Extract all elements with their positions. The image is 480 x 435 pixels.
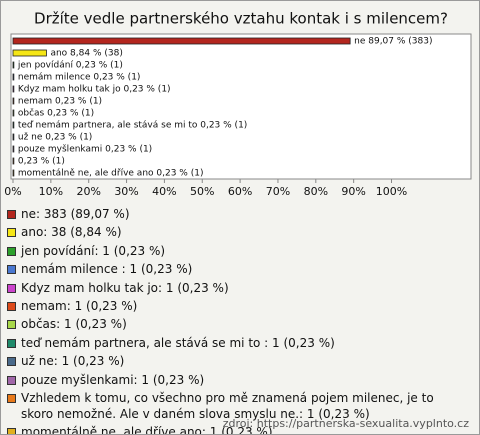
bar bbox=[12, 109, 15, 117]
x-tick-label: 50% bbox=[190, 185, 214, 198]
legend-swatch bbox=[7, 246, 16, 256]
chart-title: Držíte vedle partnerského vztahu kontak … bbox=[34, 10, 448, 28]
legend-label: ne: 383 (89,07 %) bbox=[21, 207, 130, 221]
legend-swatch bbox=[7, 338, 16, 348]
chart: Držíte vedle partnerského vztahu kontak … bbox=[4, 10, 472, 198]
x-tick-label: 70% bbox=[266, 185, 290, 198]
bar bbox=[12, 49, 47, 57]
bar bbox=[12, 61, 15, 69]
bar bbox=[12, 145, 15, 153]
bar bbox=[12, 85, 15, 93]
legend: ne: 383 (89,07 %) ano: 38 (8,84 %) jen pov… bbox=[7, 206, 462, 435]
legend-swatch bbox=[7, 357, 16, 367]
legend-label: nemám milence : 1 (0,23 %) bbox=[21, 262, 193, 277]
legend-label: nemam: 1 (0,23 %) bbox=[21, 298, 138, 313]
legend-swatch bbox=[7, 375, 16, 385]
bar-label: nemam 0,23 % (1) bbox=[18, 97, 102, 107]
plot-area bbox=[10, 33, 472, 180]
bar bbox=[12, 97, 15, 105]
legend-swatch bbox=[7, 265, 16, 275]
legend-label: už ne: 1 (0,23 %) bbox=[21, 354, 125, 369]
bar-label: Kdyz mam holku tak jo 0,23 % (1) bbox=[18, 85, 171, 95]
legend-item: Vzhledem k tomu, co všechno pro mě zname… bbox=[7, 390, 462, 422]
legend-swatch bbox=[7, 393, 16, 403]
bar bbox=[12, 133, 15, 141]
bar-label: ne 89,07 % (383) bbox=[354, 37, 432, 47]
legend-label: teď nemám partnera, ale stává se mi to :… bbox=[21, 335, 335, 350]
x-tick-label: 80% bbox=[304, 185, 328, 198]
x-tick-label: 0% bbox=[4, 185, 21, 198]
legend-swatch bbox=[7, 428, 16, 434]
legend-swatch bbox=[7, 320, 16, 330]
legend-item: ano: 38 (8,84 %) bbox=[7, 224, 462, 240]
legend-label: pouze myšlenkami: 1 (0,23 %) bbox=[21, 372, 205, 387]
legend-label: Vzhledem k tomu, co všechno pro mě zname… bbox=[21, 390, 434, 421]
source: zdroj: https://partnerska-sexualita.vypl… bbox=[222, 417, 469, 430]
legend-swatch bbox=[7, 210, 16, 219]
legend-item: ne: 383 (89,07 %) bbox=[7, 206, 462, 222]
legend-item: pouze myšlenkami: 1 (0,23 %) bbox=[7, 372, 462, 388]
bar-label: už ne 0,23 % (1) bbox=[18, 133, 92, 143]
bar-label: momentálně ne, ale dříve ano 0,23 % (1) bbox=[18, 169, 204, 179]
legend-label: jen povídání: 1 (0,23 %) bbox=[21, 243, 166, 258]
legend-swatch bbox=[7, 301, 16, 311]
bar-label: nemám milence 0,23 % (1) bbox=[18, 73, 141, 83]
x-tick-label: 10% bbox=[39, 185, 63, 198]
bar-label: 0,23 % (1) bbox=[18, 157, 65, 167]
legend-item: nemám milence : 1 (0,23 %) bbox=[7, 261, 462, 277]
legend-item: už ne: 1 (0,23 %) bbox=[7, 353, 462, 369]
bar bbox=[12, 73, 15, 81]
bar-label: pouze myšlenkami 0,23 % (1) bbox=[18, 144, 152, 155]
x-tick-label: 100% bbox=[376, 185, 407, 198]
legend-label: Kdyz mam holku tak jo: 1 (0,23 %) bbox=[21, 280, 229, 295]
legend-item: Kdyz mam holku tak jo: 1 (0,23 %) bbox=[7, 280, 462, 296]
legend-swatch bbox=[7, 228, 16, 238]
bar bbox=[12, 121, 15, 129]
bar-label: teď nemám partnera, ale stává se mi to 0… bbox=[18, 121, 247, 131]
x-tick-label: 40% bbox=[152, 185, 176, 198]
bar bbox=[12, 157, 15, 165]
legend-item: teď nemám partnera, ale stává se mi to :… bbox=[7, 335, 462, 351]
x-tick-label: 60% bbox=[228, 185, 252, 198]
bar-label: ano 8,84 % (38) bbox=[50, 49, 122, 59]
legend-swatch bbox=[7, 283, 16, 293]
legend-label: momentálně ne, ale dříve ano: 1 (0,23 %) bbox=[21, 425, 273, 435]
legend-label: občas: 1 (0,23 %) bbox=[21, 317, 127, 332]
x-tick-label: 30% bbox=[114, 185, 138, 198]
x-tick-label: 20% bbox=[76, 185, 100, 198]
bar bbox=[12, 37, 351, 45]
legend-item: jen povídání: 1 (0,23 %) bbox=[7, 243, 462, 259]
bar-label: občas 0,23 % (1) bbox=[18, 108, 94, 119]
legend-item: občas: 1 (0,23 %) bbox=[7, 316, 462, 332]
x-tick-label: 90% bbox=[341, 185, 365, 198]
legend-label: ano: 38 (8,84 %) bbox=[21, 225, 122, 240]
bar bbox=[12, 169, 15, 177]
bar-label: jen povídání 0,23 % (1) bbox=[17, 61, 123, 71]
legend-item: momentálně ne, ale dříve ano: 1 (0,23 %) bbox=[7, 424, 462, 435]
legend-item: nemam: 1 (0,23 %) bbox=[7, 298, 462, 314]
